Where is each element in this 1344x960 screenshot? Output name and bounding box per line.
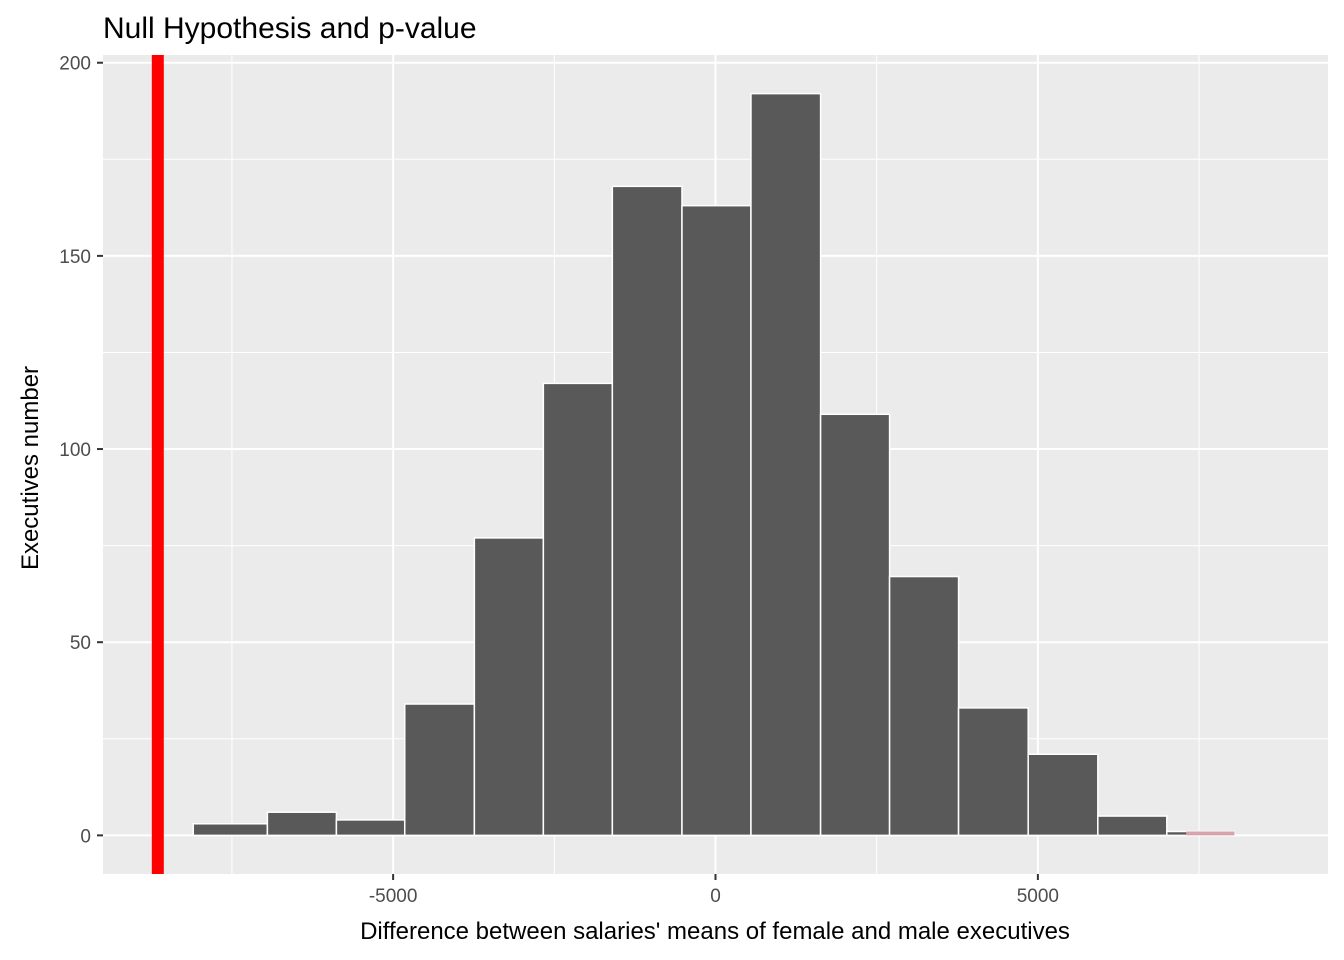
y-tick-label: 100 bbox=[59, 440, 91, 461]
y-axis-title: Executives number bbox=[17, 366, 44, 570]
histogram-bar bbox=[1027, 753, 1099, 837]
histogram-bar bbox=[611, 185, 683, 837]
faint-tail-bar bbox=[1186, 831, 1235, 836]
x-tick-label: 5000 bbox=[1017, 886, 1059, 907]
histogram-bar bbox=[1097, 815, 1168, 837]
histogram-bar bbox=[750, 92, 822, 837]
x-tick-label: 0 bbox=[710, 886, 721, 907]
histogram-bars bbox=[192, 92, 1236, 837]
histogram-bar bbox=[192, 823, 269, 837]
histogram-bar bbox=[473, 537, 545, 837]
histogram-bar bbox=[681, 204, 752, 837]
x-tick-label: -5000 bbox=[369, 886, 418, 907]
histogram-bar bbox=[542, 382, 614, 837]
histogram-bar bbox=[266, 811, 338, 837]
histogram-bar bbox=[335, 819, 406, 837]
y-tick-label: 0 bbox=[80, 826, 91, 847]
histogram-bar bbox=[403, 703, 476, 837]
y-tick-label: 50 bbox=[70, 633, 91, 654]
chart-title: Null Hypothesis and p-value bbox=[103, 12, 477, 45]
histogram-bar bbox=[888, 575, 960, 837]
histogram-bar bbox=[819, 413, 891, 837]
annotations bbox=[151, 55, 1235, 874]
y-tick-label: 200 bbox=[59, 54, 91, 75]
axes: -5000 0 5000 0 50 100 150 200 bbox=[59, 54, 1059, 907]
histogram-bar bbox=[957, 707, 1029, 837]
x-axis-title: Difference between salaries' means of fe… bbox=[360, 918, 1070, 945]
y-tick-label: 150 bbox=[59, 247, 91, 268]
